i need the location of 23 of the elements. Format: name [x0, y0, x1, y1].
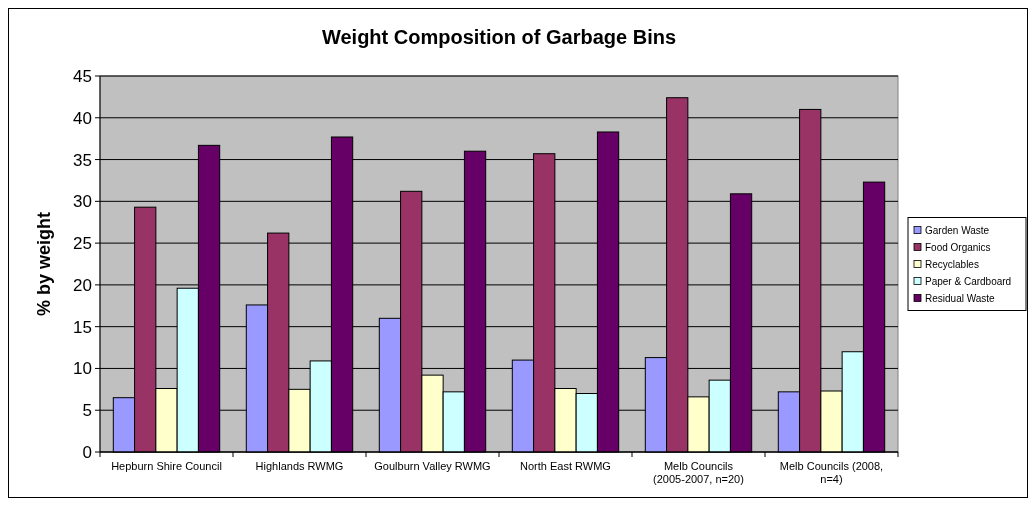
y-tick-label: 20 — [73, 275, 92, 295]
x-tick-label: North East RWMG — [520, 460, 611, 472]
chart-title: Weight Composition of Garbage Bins — [321, 26, 677, 48]
legend-label: Paper & Cardboard — [925, 276, 1012, 287]
y-tick-label: 0 — [82, 442, 92, 462]
x-tick-label: Highlands RWMG — [255, 460, 344, 472]
y-tick-label: 40 — [73, 108, 92, 128]
y-tick-label: 35 — [73, 150, 92, 170]
x-tick-label: Melb Councils (2005-2007, n=20) — [653, 460, 744, 485]
x-tick-label: Goulburn Valley RWMG — [374, 460, 491, 472]
legend-label: Garden Waste — [925, 225, 990, 236]
legend-label: Food Organics — [925, 242, 991, 253]
y-axis-title: % by weight — [34, 211, 54, 317]
legend-label: Recyclables — [925, 259, 979, 270]
y-tick-label: 5 — [82, 401, 92, 421]
x-tick-label: Melb Councils (2008, n=4) — [779, 460, 884, 485]
y-tick-label: 30 — [73, 192, 92, 212]
y-tick-label: 45 — [73, 66, 92, 86]
legend-label: Residual Waste — [925, 293, 996, 304]
y-tick-label: 10 — [73, 359, 92, 379]
y-tick-label: 15 — [73, 317, 92, 337]
x-tick-label: Hepburn Shire Council — [111, 460, 222, 472]
y-tick-label: 25 — [73, 234, 92, 254]
